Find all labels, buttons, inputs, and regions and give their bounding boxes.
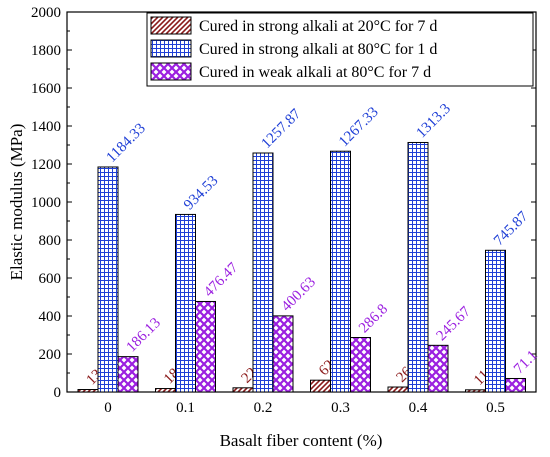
- bar-series-3: [195, 300, 216, 393]
- x-axis-title: Basalt fiber content (%): [220, 431, 383, 450]
- y-tick-label: 800: [39, 233, 62, 249]
- bar-series-1: [387, 386, 409, 393]
- bar-series-1: [77, 389, 99, 393]
- bar-series-1: [155, 388, 176, 393]
- y-tick-label: 1400: [31, 119, 61, 135]
- bar-series-2: [330, 150, 351, 393]
- data-label-series-3: 476.47: [201, 259, 242, 300]
- data-label-series-2: 1267.33: [336, 104, 382, 150]
- data-label-series-3: 245.67: [434, 303, 475, 344]
- x-tick-label: 0: [104, 400, 112, 416]
- bar-series-3: [505, 377, 526, 393]
- x-tick-label: 0.2: [254, 400, 273, 416]
- y-tick-label: 400: [39, 309, 62, 325]
- legend-swatch-3: [150, 62, 192, 81]
- y-tick-label: 1800: [31, 43, 61, 59]
- data-label-series-2: 1184.33: [104, 120, 149, 165]
- legend-label-1: Cured in strong alkali at 20°C for 7 d: [199, 18, 437, 35]
- data-label-series-2: 934.53: [181, 173, 221, 213]
- legend-swatch-2: [150, 39, 192, 58]
- y-tick-label: 600: [39, 271, 62, 287]
- data-label-series-3: 286.8: [356, 301, 391, 336]
- bar-series-3: [117, 356, 139, 393]
- y-tick-label: 1000: [31, 195, 61, 211]
- y-axis-title: Elastic modulus (MPa): [7, 124, 26, 281]
- x-tick-label: 0.1: [176, 400, 195, 416]
- bar-series-3: [350, 337, 371, 393]
- legend-swatch-1: [150, 16, 192, 35]
- data-label-series-2: 1257.87: [259, 106, 305, 152]
- bar-series-3: [272, 315, 294, 393]
- bar-series-2: [485, 249, 506, 393]
- data-label-series-2: 1313.3: [414, 101, 454, 141]
- y-tick-label: 0: [54, 385, 62, 401]
- bar-series-1: [232, 387, 254, 393]
- data-label-series-2: 745.87: [491, 208, 532, 249]
- y-tick-label: 1200: [31, 157, 61, 173]
- x-tick-label: 0.4: [409, 400, 428, 416]
- data-label-series-3: 400.63: [279, 274, 319, 314]
- x-tick-label: 0.5: [486, 400, 505, 416]
- bar-series-2: [175, 213, 196, 393]
- legend-box: [146, 12, 534, 87]
- bar-series-1: [310, 379, 331, 393]
- legend-label-3: Cured in weak alkali at 80°C for 7 d: [199, 64, 431, 81]
- bar-series-2: [252, 152, 274, 393]
- data-label-series-3: 186.13: [124, 315, 164, 355]
- plot-area: 0 200 400 600 800 1000 1200 1400 1600 1800 2000 0 13…: [31, 5, 541, 416]
- x-tick-label: 0.3: [331, 400, 350, 416]
- y-tick-label: 1600: [31, 81, 61, 97]
- bar-series-3: [427, 344, 449, 393]
- bar-series-2: [407, 141, 429, 393]
- legend-label-2: Cured in strong alkali at 80°C for 1 d: [199, 41, 437, 58]
- y-tick-label: 2000: [31, 5, 61, 21]
- y-tick-label: 200: [39, 347, 62, 363]
- bar-series-2: [97, 166, 119, 393]
- bar-series-1: [465, 389, 486, 393]
